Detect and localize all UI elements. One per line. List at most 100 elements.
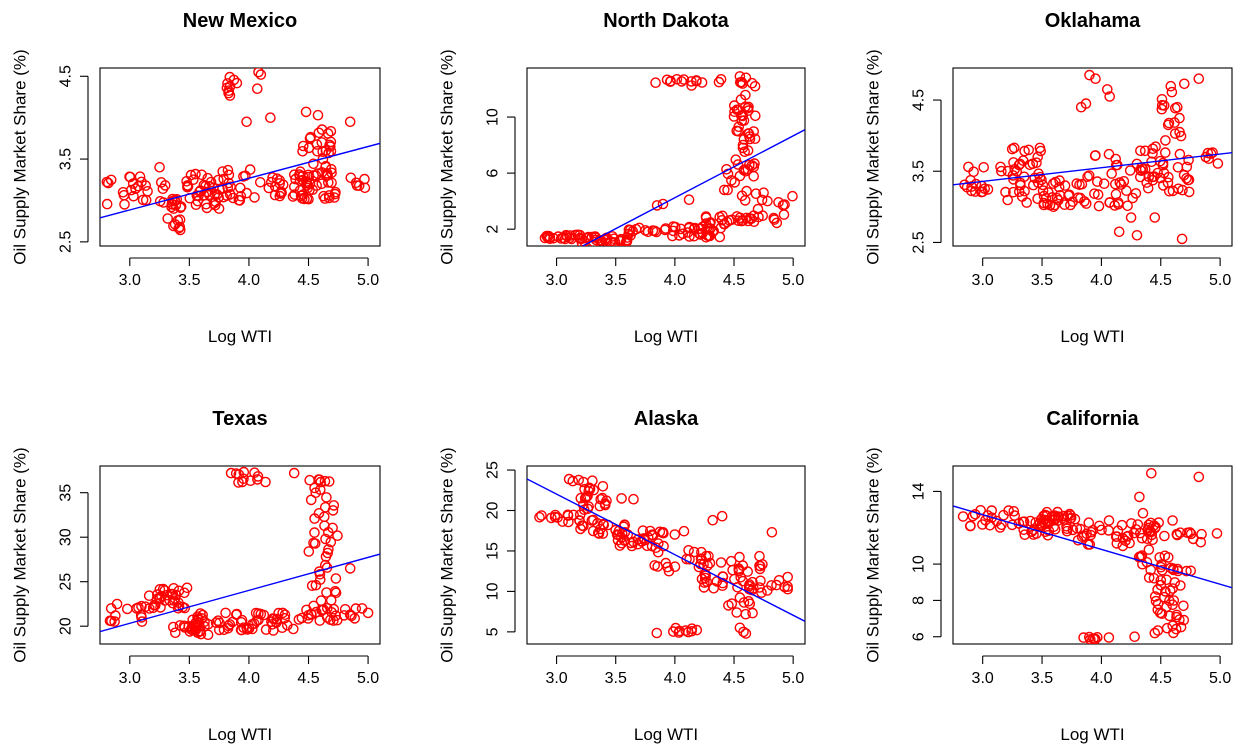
scatter-point (742, 566, 754, 577)
scatter-point (350, 603, 362, 614)
scatter-point (101, 198, 113, 210)
scatter-point (1081, 528, 1092, 540)
scatter-point (1135, 145, 1146, 157)
scatter-point (122, 603, 133, 615)
scatter-point (166, 588, 178, 600)
y-tick-label: 4.5 (911, 89, 928, 111)
scatter-point (220, 607, 231, 619)
scatter-point (593, 528, 605, 539)
scatter-point (1158, 167, 1170, 179)
scatter-point (1019, 145, 1030, 157)
scatter-point (722, 184, 733, 196)
scatter-point (208, 198, 220, 209)
scatter-point (575, 523, 586, 535)
scatter-point (1061, 525, 1073, 537)
scatter-point (332, 530, 343, 542)
scatter-point (161, 589, 173, 601)
scatter-point (1006, 143, 1018, 155)
scatter-point (737, 575, 749, 587)
scatter-point (689, 222, 701, 234)
plot-frame (99, 465, 381, 645)
scatter-point (732, 159, 744, 170)
scatter-point (137, 194, 149, 206)
scatter-point (192, 613, 204, 624)
scatter-point (734, 71, 746, 82)
scatter-point (665, 75, 677, 87)
y-tick-label: 6 (485, 169, 502, 178)
scatter-point (729, 573, 740, 585)
x-tick-label: 3.5 (605, 670, 627, 687)
x-axis-label: Log WTI (208, 725, 272, 744)
y-tick-label: 10 (911, 555, 928, 573)
scatter-point (1137, 507, 1149, 519)
scatter-point (546, 512, 557, 524)
scatter-point (308, 600, 320, 612)
scatter-point (253, 68, 264, 78)
scatter-point (1149, 522, 1161, 534)
scatter-point (738, 164, 750, 176)
scatter-point (362, 607, 374, 619)
scatter-point (1050, 176, 1061, 188)
x-axis-label: Log WTI (634, 327, 698, 346)
plot-frame (526, 67, 806, 247)
scatter-point (766, 527, 778, 538)
scatter-point (1062, 510, 1074, 522)
scatter-point (265, 176, 277, 188)
scatter-point (227, 192, 239, 204)
scatter-point (325, 614, 336, 626)
scatter-point (118, 189, 130, 201)
scatter-point (1130, 188, 1142, 199)
x-axis-label: Log WTI (1060, 725, 1124, 744)
scatter-point (1141, 177, 1152, 188)
scatter-point (582, 490, 593, 502)
scatter-point (680, 625, 692, 636)
scatter-point (301, 176, 312, 188)
scatter-point (331, 614, 343, 626)
scatter-point (1142, 182, 1154, 194)
scatter-point (249, 192, 260, 203)
scatter-point (321, 587, 332, 598)
scatter-point (1082, 171, 1093, 182)
scatter-point (1009, 142, 1020, 154)
scatter-point (996, 165, 1007, 177)
scatter-point (1149, 591, 1161, 602)
plot-frame (526, 465, 806, 645)
x-tick-label: 3.0 (972, 272, 994, 289)
scatter-point (1195, 536, 1207, 548)
scatter-point (255, 69, 267, 80)
scatter-point (597, 492, 608, 504)
chart-title: Alaska (634, 408, 699, 430)
scatter-point (110, 610, 121, 621)
scatter-point (1126, 518, 1137, 529)
scatter-point (269, 189, 281, 201)
scatter-point (1183, 154, 1194, 166)
scatter-point (1059, 180, 1071, 191)
scatter-point (773, 196, 784, 208)
scatter-point (1193, 73, 1205, 84)
scatter-point (1037, 185, 1049, 196)
scatter-point (1182, 174, 1194, 186)
y-tick-label: 8 (911, 596, 928, 605)
scatter-point (323, 476, 335, 487)
scatter-point (782, 571, 794, 583)
scatter-point (253, 608, 264, 619)
scatter-point (1051, 192, 1063, 204)
scatter-point (325, 163, 337, 175)
scatter-point (696, 77, 708, 88)
scatter-point (1171, 609, 1182, 621)
scatter-point (1039, 509, 1051, 521)
scatter-point (734, 622, 746, 634)
scatter-point (1147, 534, 1158, 546)
scatter-point (1128, 527, 1140, 539)
plot-area (100, 466, 380, 641)
plot-area (539, 71, 805, 246)
scatter-point (749, 81, 761, 92)
scatter-point (1174, 148, 1186, 160)
scatter-point (359, 173, 370, 185)
x-tick-label: 3.5 (1031, 272, 1053, 289)
scatter-point (267, 172, 278, 183)
scatter-point (597, 528, 609, 539)
scatter-point (306, 580, 318, 592)
y-tick-label: 15 (485, 542, 502, 560)
